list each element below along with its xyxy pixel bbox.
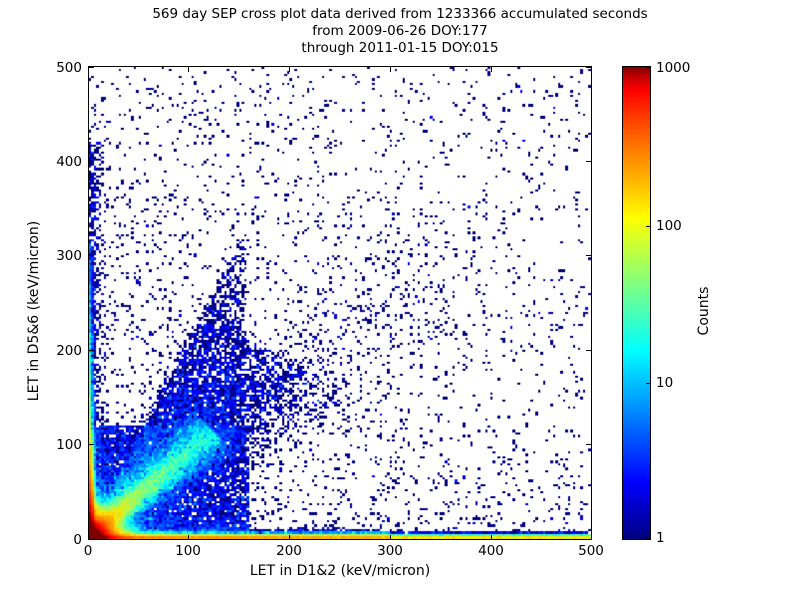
y-tick-right-500 (586, 67, 591, 69)
x-ticklabel-300: 300 (377, 543, 403, 559)
colorbar-ticklabel-100: 100 (656, 218, 682, 234)
y-tick-right-400 (586, 161, 591, 163)
colorbar-tick-100 (646, 226, 651, 228)
y-ticklabel-300: 300 (56, 248, 82, 264)
y-axis-label: LET in D5&6 (keV/micron) (26, 220, 42, 402)
colorbar-tick-10 (646, 383, 651, 385)
y-ticklabel-400: 400 (56, 154, 82, 170)
y-ticklabel-200: 200 (56, 343, 82, 359)
y-ticklabel-500: 500 (56, 60, 82, 76)
x-tick-500 (591, 535, 593, 540)
x-tick-300 (390, 535, 392, 540)
x-tick-top-500 (591, 67, 593, 72)
x-tick-100 (188, 535, 190, 540)
title-line-1: 569 day SEP cross plot data derived from… (152, 6, 648, 22)
colorbar-tick-1000 (646, 67, 651, 69)
x-tick-400 (491, 535, 493, 540)
x-ticklabel-500: 500 (578, 543, 604, 559)
y-tick-right-200 (586, 350, 591, 352)
colorbar-label: Counts (696, 286, 712, 336)
title-line-2: from 2009-06-26 DOY:177 (312, 23, 488, 39)
colorbar-ticklabel-1000: 1000 (656, 60, 691, 76)
x-ticklabel-0: 0 (83, 543, 93, 559)
y-tick-right-300 (586, 255, 591, 257)
y-tick-300 (89, 255, 94, 257)
x-axis-label: LET in D1&2 (keV/micron) (249, 563, 431, 579)
y-tick-500 (89, 67, 94, 69)
scatter-density-canvas (89, 67, 591, 539)
x-ticklabel-100: 100 (175, 543, 201, 559)
colorbar-tick-1 (646, 538, 651, 540)
x-tick-top-0 (88, 67, 90, 72)
x-ticklabel-200: 200 (276, 543, 302, 559)
x-tick-top-200 (289, 67, 291, 72)
y-tick-right-0 (586, 539, 591, 541)
x-tick-top-300 (390, 67, 392, 72)
x-ticklabel-400: 400 (478, 543, 504, 559)
colorbar-ticklabel-10: 10 (656, 375, 674, 391)
colorbar-ticklabel-1: 1 (656, 530, 665, 546)
colorbar-gradient (622, 66, 651, 540)
x-tick-top-100 (188, 67, 190, 72)
y-tick-100 (89, 444, 94, 446)
title-line-3: through 2011-01-15 DOY:015 (301, 40, 499, 56)
plot-area[interactable] (88, 66, 592, 540)
y-tick-400 (89, 161, 94, 163)
y-ticklabel-0: 0 (73, 532, 82, 548)
colorbar[interactable]: 1000 100 10 1 (622, 60, 690, 546)
y-ticklabel-100: 100 (56, 437, 82, 453)
y-tick-0 (89, 539, 94, 541)
x-tick-0 (88, 535, 90, 540)
y-tick-200 (89, 350, 94, 352)
x-tick-top-400 (491, 67, 493, 72)
y-tick-right-100 (586, 444, 591, 446)
x-tick-200 (289, 535, 291, 540)
figure-title: 569 day SEP cross plot data derived from… (0, 6, 800, 57)
